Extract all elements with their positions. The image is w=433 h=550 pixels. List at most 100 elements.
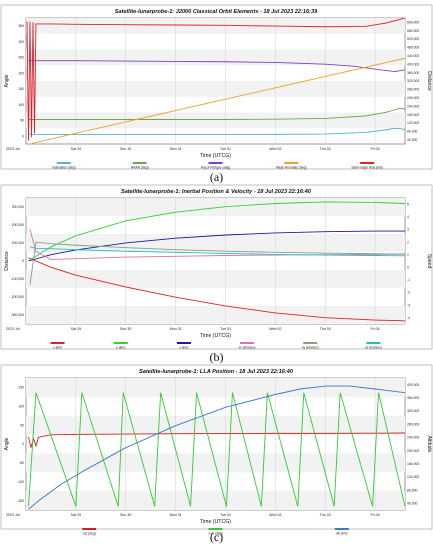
y-tick-label: 0 [22, 442, 24, 446]
series-line-3 [28, 385, 405, 510]
y2-tick-label: 360,000 [407, 71, 419, 75]
y-tick-label: -150 [17, 499, 24, 503]
y2-tick-label: 320,000 [407, 79, 419, 83]
x-tick-label: Fri 04 [370, 327, 379, 331]
y2-tick-label: 80,000 [407, 130, 417, 134]
y2-tick-label: 80,000 [407, 488, 417, 492]
legend-label: Lat (deg) [83, 532, 96, 536]
legend-swatch [366, 342, 381, 344]
y-tick-label: 300,000 [12, 205, 24, 209]
legend-label: Semi-major Axis (km) [351, 166, 382, 170]
legend-label: RAAN (deg) [131, 166, 149, 170]
y-tick-label: 200 [18, 71, 24, 75]
grid-band [26, 306, 405, 324]
x-year-label: 2023 Jul [6, 147, 20, 151]
grid-band [26, 270, 405, 288]
y2-tick-label: 1 [407, 253, 409, 257]
caption-c: (c) [209, 530, 224, 544]
grid-band [26, 491, 405, 510]
y2-tick-label: 240,000 [407, 96, 419, 100]
legend-swatch [240, 342, 255, 344]
y2-tick-label: -2 [407, 291, 410, 295]
grid-band [26, 49, 405, 66]
legend-swatch [50, 342, 65, 344]
y2-tick-label: 160,000 [407, 462, 419, 466]
x-tick-label: Sat 29 [71, 513, 81, 517]
grid-band [26, 81, 405, 97]
y-tick-label: 150 [18, 386, 24, 390]
legend-swatch [56, 162, 71, 164]
legend-swatch [284, 162, 299, 164]
x-tick-label: Sat 29 [71, 327, 81, 331]
series-group [26, 18, 405, 144]
y-tick-label: 300 [18, 40, 24, 44]
y2-tick-label: 4 [407, 215, 409, 219]
chart-panel-1: Satellite-lunarprobe-1: J2000 Classical … [0, 4, 433, 170]
chart-title: Satellite-lunarprobe-1: Inertial Positio… [121, 189, 312, 195]
y2-tick-label: -1 [407, 278, 410, 282]
y2-tick-label: 40,000 [407, 502, 417, 506]
y2-axis-label: Distance [426, 71, 432, 91]
y-tick-label: 50 [20, 423, 24, 427]
y-tick-label: 100,000 [12, 241, 24, 245]
y2-tick-label: 400,000 [407, 383, 419, 387]
x-tick-label: Wed 02 [269, 147, 281, 151]
y-tick-label: 0 [22, 259, 24, 263]
series-line-1 [28, 432, 405, 448]
y2-tick-label: 200,000 [407, 449, 419, 453]
legend-swatch [303, 342, 318, 344]
x-tick-label: Thu 03 [320, 327, 331, 331]
legend-swatch [82, 528, 97, 530]
grid-band [26, 415, 405, 435]
y2-tick-label: 160,000 [407, 113, 419, 117]
plot-area [25, 197, 406, 325]
legend-swatch [208, 162, 223, 164]
legend-swatch [334, 528, 349, 530]
x-tick-label: Fri 04 [370, 147, 379, 151]
x-axis-label: Time (UTCG) [200, 153, 231, 159]
y2-tick-label: -4 [407, 316, 410, 320]
grid-band [26, 18, 405, 34]
y-axis-label: Angle [4, 437, 10, 450]
y2-tick-label: 280,000 [407, 88, 419, 92]
legend-swatch [132, 162, 147, 164]
legend-swatch [176, 342, 191, 344]
series-line-3 [28, 230, 405, 262]
y-tick-label: -100 [17, 480, 24, 484]
chart-title: Satellite-lunarprobe-1: LLA Position - 1… [139, 369, 294, 375]
grid-band [26, 378, 405, 397]
grid-band [26, 112, 405, 129]
x-tick-label: Mon 31 [170, 513, 182, 517]
series-line-5 [29, 241, 405, 285]
legend-label: Inclination (deg) [52, 166, 75, 170]
y2-tick-label: 560,000 [407, 29, 419, 33]
y2-tick-label: 480,000 [407, 46, 419, 50]
x-tick-label: Fri 04 [370, 513, 379, 517]
y-axis-label: Angle [4, 74, 10, 87]
x-tick-label: Mon 31 [170, 147, 182, 151]
y-tick-label: 350 [18, 24, 24, 28]
y2-tick-label: 120,000 [407, 121, 419, 125]
chart-panel-3: Satellite-lunarprobe-1: LLA Position - 1… [0, 364, 433, 536]
y2-tick-label: -3 [407, 303, 410, 307]
series-group [28, 201, 405, 322]
y2-tick-label: 400,000 [407, 62, 419, 66]
x-tick-label: Wed 02 [269, 513, 281, 517]
legend-label: Mean Anomaly (deg) [276, 166, 306, 170]
x-tick-label: Sat 29 [71, 147, 81, 151]
chart-panel-2: Satellite-lunarprobe-1: Inertial Positio… [0, 184, 433, 350]
legend-label: Lon (deg) [208, 532, 222, 536]
y2-axis-label: Speed [426, 254, 432, 269]
y-tick-label: 100 [18, 103, 24, 107]
y2-tick-label: 2 [407, 240, 409, 244]
y2-tick-label: 40,000 [407, 138, 417, 142]
plot-area [25, 377, 406, 511]
legend-label: y (km) [116, 346, 125, 350]
legend-label: vx (km/sec) [239, 346, 256, 350]
x-tick-label: Sun 30 [120, 513, 131, 517]
x-tick-label: Tue 01 [220, 327, 231, 331]
y-tick-label: 50 [20, 119, 24, 123]
series-line-2 [28, 107, 405, 120]
x-year-label: 2023 Jul [6, 327, 20, 331]
caption-a: (a) [209, 170, 224, 184]
